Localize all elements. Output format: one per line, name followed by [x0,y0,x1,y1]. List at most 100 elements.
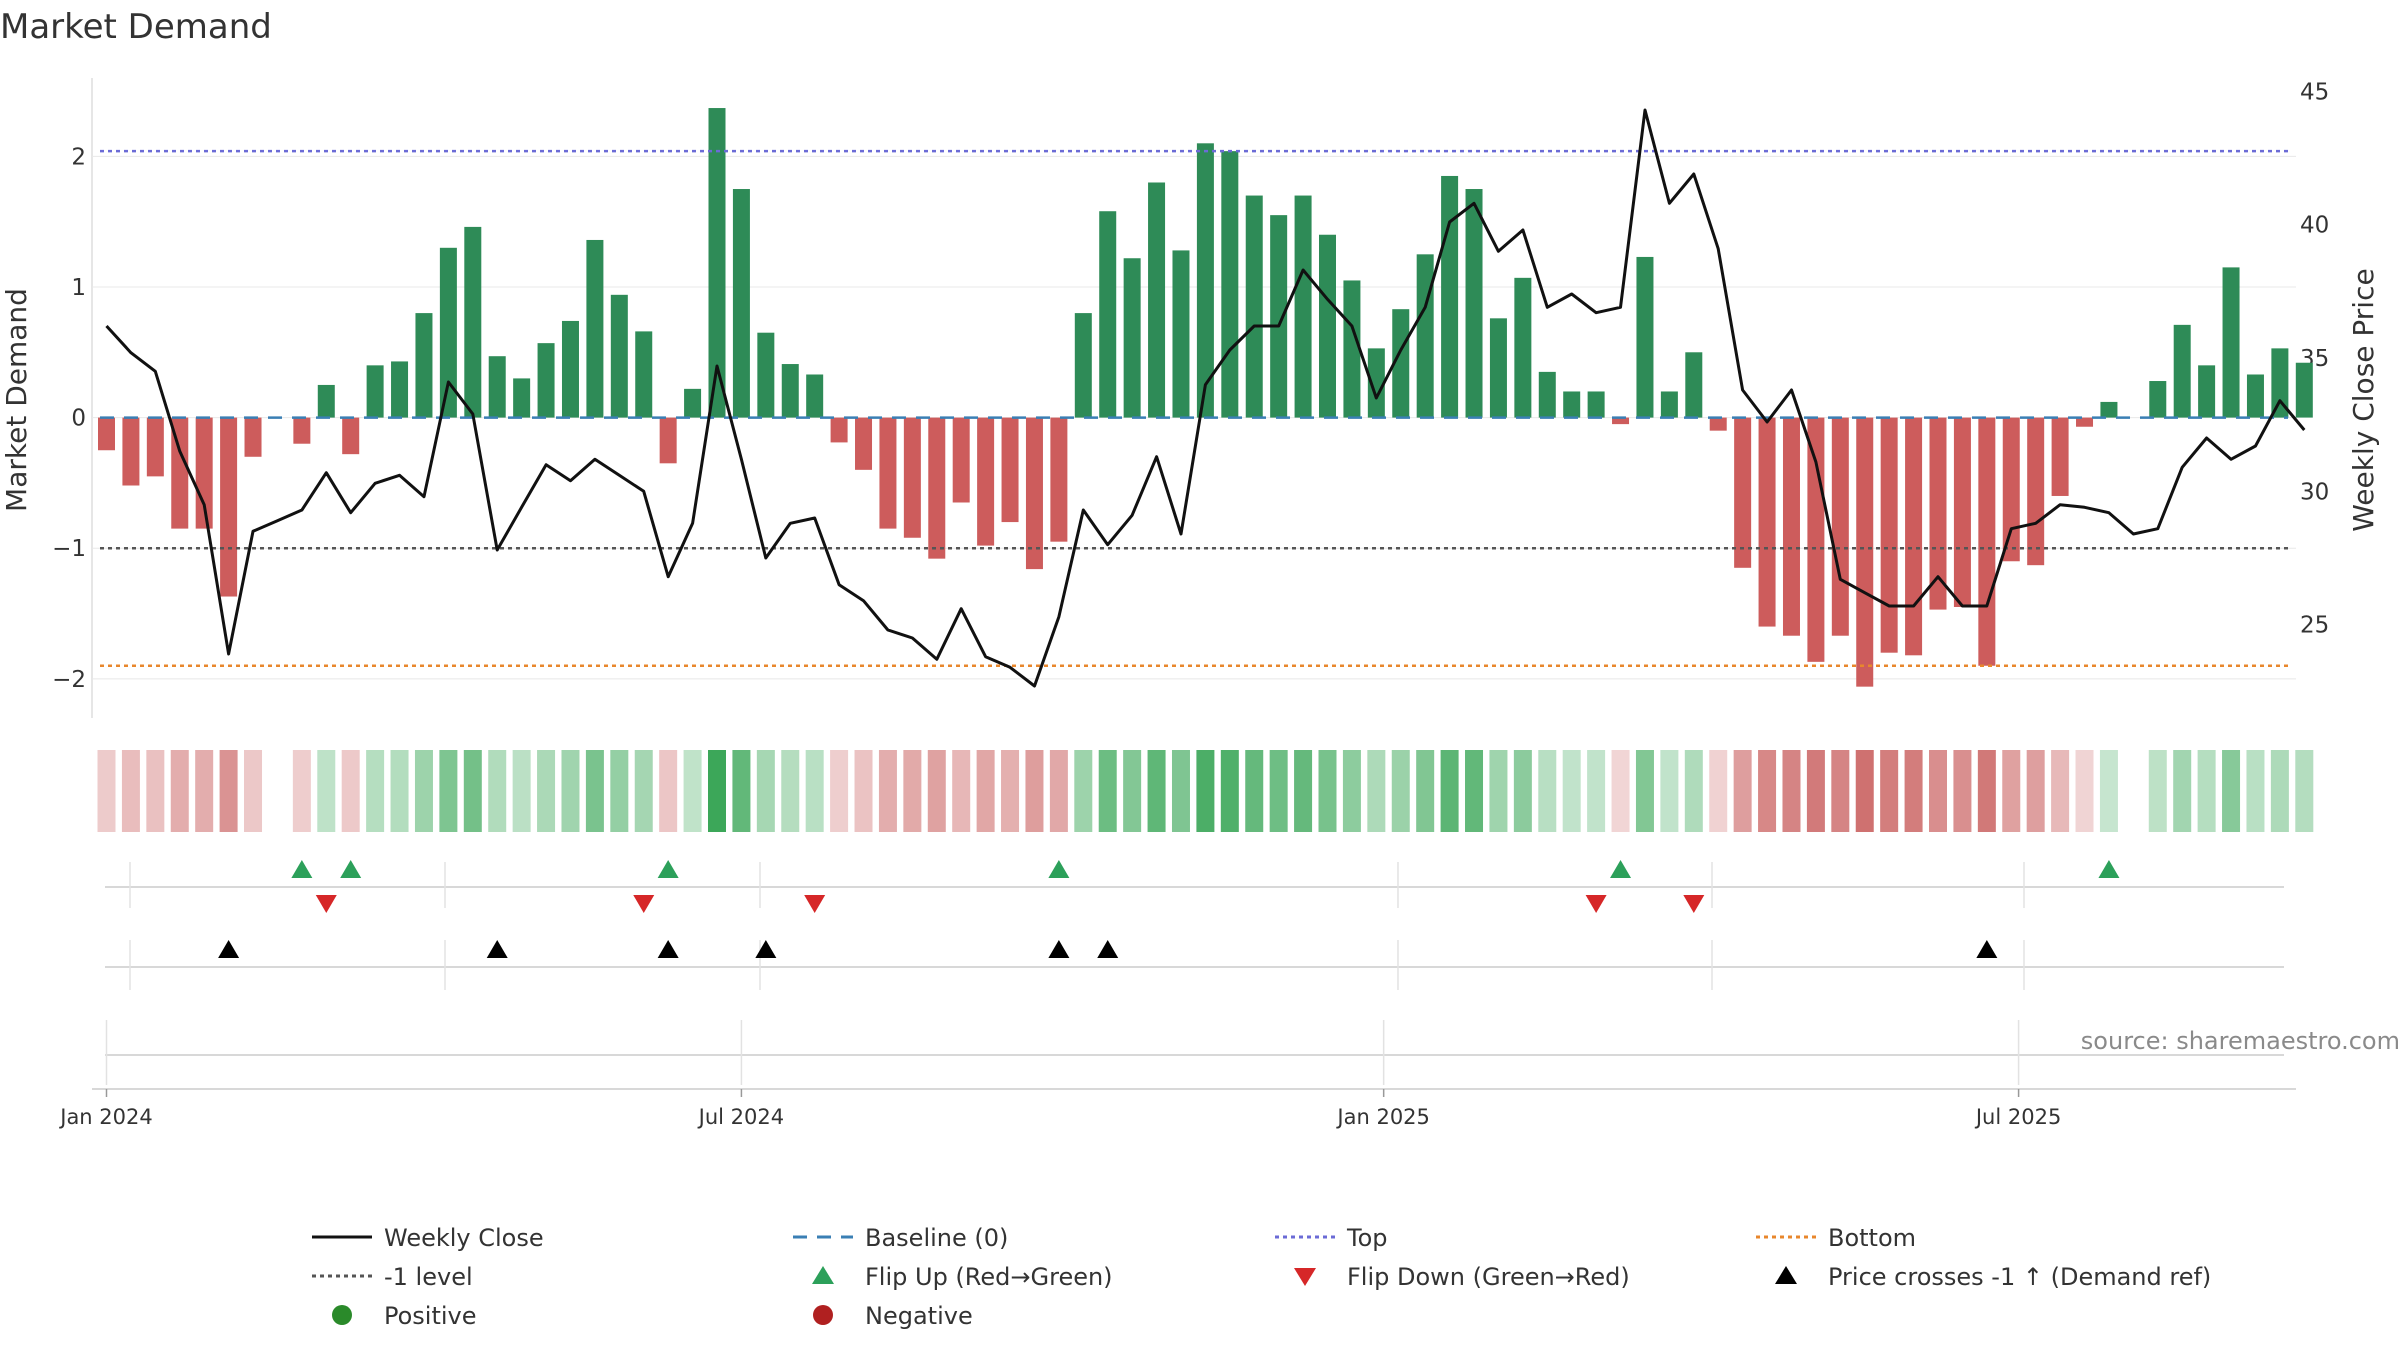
heat-cell [1611,750,1630,832]
demand-bar-negative [1953,417,1971,607]
heat-cell [1001,750,1020,832]
demand-bar-positive [1587,391,1605,418]
x-tick-label: Jan 2024 [58,1105,153,1129]
y-axis-right-label: Weekly Close Price [2347,268,2380,531]
flip-up-marker [2098,860,2120,878]
x-tick-label: Jan 2025 [1335,1105,1430,1129]
demand-bar-positive [1416,254,1434,418]
y-tick-left-label: 0 [71,406,86,432]
y-tick-right-label: 25 [2300,613,2329,639]
heat-cell [561,750,580,832]
legend-label: Flip Up (Red→Green) [865,1263,1113,1291]
demand-bar-negative [2076,417,2094,427]
demand-bar-negative [98,417,115,451]
demand-bar-negative [1905,417,1923,656]
demand-bar-negative [2051,417,2069,496]
demand-bar-positive [561,320,579,418]
demand-bar-negative [1612,417,1630,425]
flip-down-marker [1683,895,1705,913]
heat-cell [244,750,263,832]
heat-cell [781,750,800,832]
demand-bar-negative [903,417,921,538]
flip-up-marker [1610,860,1632,878]
y-tick-left-label: −1 [52,536,86,562]
legend-label: Baseline (0) [865,1224,1008,1252]
demand-bar-positive [1392,309,1410,418]
heat-cell [854,750,873,832]
demand-bar-positive [439,247,457,418]
heat-cell [1465,750,1484,832]
demand-bar-positive [2173,324,2191,418]
flip-down-marker [315,895,337,913]
price-cross-marker [218,940,240,958]
heat-cell [1342,750,1361,832]
heat-cell [1733,750,1752,832]
demand-bar-negative [195,417,213,529]
heat-cell [2051,750,2070,832]
demand-bar-positive [1343,280,1361,418]
demand-bar-positive [1489,318,1507,418]
legend-label: Negative [865,1302,973,1330]
legend-swatch-triangle-down [1294,1268,1316,1286]
demand-bar-positive [1270,215,1288,418]
heat-cell [708,750,726,832]
legend-label: Flip Down (Green→Red) [1347,1263,1630,1291]
demand-bar-positive [1465,189,1483,418]
legend-label: Price crosses -1 ↑ (Demand ref) [1828,1263,2211,1291]
demand-bar-positive [2198,365,2216,418]
demand-bar-positive [391,361,409,418]
demand-bar-negative [830,417,848,443]
demand-bar-negative [220,417,238,597]
heat-cell [2295,750,2314,832]
heat-cell [952,750,971,832]
heat-cell [1562,750,1581,832]
demand-bar-negative [1856,417,1874,687]
demand-bar-positive [1172,250,1190,418]
heat-cell [146,750,165,832]
heat-cell [585,750,604,832]
heat-cell [2197,750,2216,832]
demand-bar-positive [464,226,482,418]
heat-cell [1318,750,1337,832]
demand-bar-positive [2149,381,2167,418]
demand-bar-negative [1831,417,1849,636]
heat-cell [341,750,360,832]
heat-cell [1684,750,1703,832]
demand-bar-positive [1441,175,1459,418]
flip-down-marker [1585,895,1607,913]
legend-label: Weekly Close [384,1224,544,1252]
heat-cell [2075,750,2094,832]
demand-bar-negative [1782,417,1800,636]
y-tick-right-label: 45 [2300,79,2329,105]
heat-cell [1782,750,1801,832]
heat-cell [1855,750,1874,832]
heat-cell [610,750,629,832]
heat-cell [1049,750,1068,832]
heat-cell [1074,750,1093,832]
demand-bar-negative [1807,417,1825,662]
demand-bar-positive [1294,195,1312,418]
demand-bar-negative [146,417,164,477]
legend-item: Positive [332,1302,477,1330]
demand-bar-negative [1880,417,1898,653]
demand-bar-negative [2027,417,2045,566]
demand-bar-positive [586,239,604,418]
price-cross-marker [1976,940,1998,958]
heat-cell [2173,750,2192,832]
legend-item: Flip Up (Red→Green) [812,1263,1113,1291]
legend-item: Top [1275,1224,1388,1252]
heat-cell [414,750,433,832]
flip-up-marker [1048,860,1070,878]
demand-bar-positive [317,384,335,418]
heat-cell [1635,750,1654,832]
demand-bar-positive [1148,182,1166,418]
demand-bar-negative [1734,417,1752,568]
demand-bar-positive [513,378,531,418]
weekly-close-line [105,108,2306,688]
demand-bar-positive [366,365,384,418]
legend-label: Bottom [1828,1224,1916,1252]
heat-cell [292,750,311,832]
demand-bar-positive [2222,267,2240,418]
heat-cell [732,750,751,832]
